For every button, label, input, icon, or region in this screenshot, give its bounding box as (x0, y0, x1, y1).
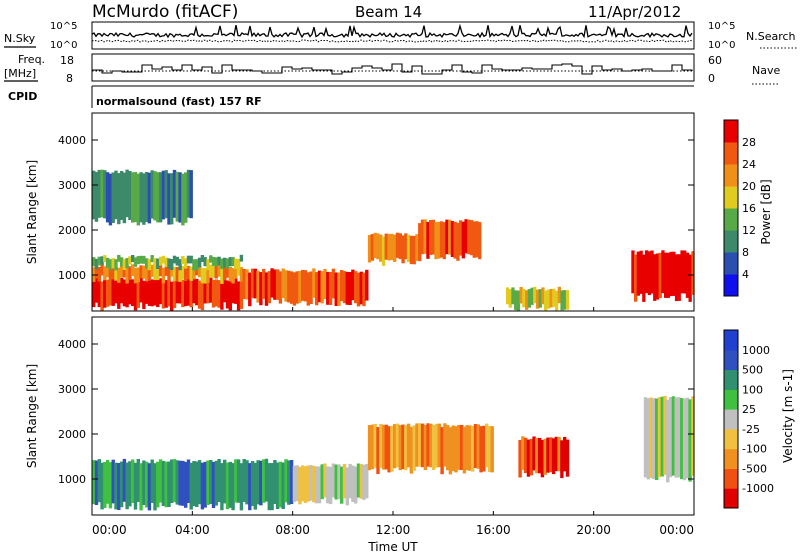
colorbar-segment (724, 409, 738, 430)
power-colorbar-label: Power [dB] (759, 179, 773, 244)
freq-strip-frame (91, 53, 695, 82)
colorbar-tick-label: 1000 (742, 344, 770, 357)
power-region-3 (242, 268, 369, 307)
colorbar-tick-label: -100 (742, 443, 767, 456)
colorbar-tick-label: 25 (742, 403, 756, 416)
power-region-1 (92, 263, 244, 284)
colorbar-tick-label: 4 (742, 268, 749, 281)
noise-tick-left-top: 10^5 (50, 21, 77, 32)
time-tick-label: 16:00 (476, 523, 511, 537)
colorbar-segment (724, 164, 738, 187)
colorbar-segment (724, 186, 738, 209)
nsky-label: N.Sky (4, 32, 36, 45)
colorbar-tick-label: -25 (742, 423, 760, 436)
colorbar-segment (724, 208, 738, 231)
colorbar-tick-label: 24 (742, 158, 756, 171)
time-tick-label: 08:00 (275, 523, 310, 537)
colorbar-segment (724, 349, 738, 371)
y-tick-label: 1000 (58, 473, 86, 486)
y-tick-label: 2000 (58, 224, 86, 237)
power-region-5 (418, 219, 482, 262)
y-tick-label: 4000 (58, 338, 86, 351)
colorbar-segment (724, 488, 738, 509)
freq-label-line1: Freq. (18, 53, 45, 66)
colorbar-segment (724, 330, 738, 351)
velocity-region-1 (292, 463, 369, 506)
velocity-heatmap (92, 395, 695, 511)
colorbar-tick-label: -1000 (742, 482, 774, 495)
power-y-axis: 1000 2000 3000 4000 (58, 134, 694, 282)
y-tick-label: 1000 (58, 269, 86, 282)
freq-label-line2: [MHz] (4, 67, 36, 80)
colorbar-segment (724, 448, 738, 469)
y-tick-label: 4000 (58, 134, 86, 147)
time-tick-label: 12:00 (376, 523, 411, 537)
colorbar-tick-label: 12 (742, 224, 756, 237)
colorbar-tick-label: 500 (742, 364, 763, 377)
y-tick-label: 3000 (58, 383, 86, 396)
noise-strip-frame (91, 21, 695, 50)
beam-title: Beam 14 (355, 3, 422, 21)
time-tick-label: 20:00 (576, 523, 611, 537)
y-tick-label: 3000 (58, 179, 86, 192)
velocity-y-axis: 1000 2000 3000 4000 (58, 338, 694, 486)
colorbar-segment (724, 389, 738, 410)
time-tick-label: 00:00 (659, 523, 694, 537)
velocity-region-3 (518, 436, 570, 479)
colorbar-segment (724, 142, 738, 165)
colorbar-segment (724, 468, 738, 489)
power-ylabel: Slant Range [km] (25, 160, 39, 264)
power-colorbar: 4 8 12 16 20 24 28 (723, 119, 756, 297)
y-tick-label: 2000 (58, 428, 86, 441)
station-title: McMurdo (fitACF) (92, 2, 238, 22)
time-axis: 00:00 04:00 08:00 12:00 16:00 20:00 00:00 (91, 307, 695, 537)
noise-tick-left-bottom: 10^0 (50, 40, 77, 51)
nave-tick-bottom: 0 (708, 72, 715, 85)
program-label: normalsound (fast) 157 RF (96, 95, 262, 108)
noise-tick-right-top: 10^5 (708, 21, 735, 32)
nave-tick-top: 60 (708, 54, 722, 67)
colorbar-tick-label: 100 (742, 383, 763, 396)
time-tick-label: 00:00 (92, 523, 127, 537)
colorbar-segment (724, 274, 738, 297)
nave-label: Nave (752, 64, 780, 77)
nsearch-label: N.Search (746, 30, 796, 43)
power-region-0 (92, 277, 244, 311)
colorbar-tick-label: 20 (742, 180, 756, 193)
colorbar-segment (724, 120, 738, 143)
power-region-4 (367, 232, 419, 266)
freq-trace (92, 63, 693, 75)
velocity-region-2 (367, 423, 494, 475)
colorbar-segment (724, 369, 738, 390)
colorbar-tick-label: -500 (742, 462, 767, 475)
velocity-region-0 (92, 458, 294, 511)
colorbar-segment (724, 230, 738, 253)
time-axis-label: Time UT (367, 540, 418, 554)
noise-traces (91, 23, 693, 43)
velocity-ylabel: Slant Range [km] (25, 364, 39, 468)
date-title: 11/Apr/2012 (588, 3, 681, 21)
noise-tick-right-bottom: 10^0 (708, 40, 735, 51)
nsky-trace (91, 23, 693, 39)
power-heatmap (92, 169, 695, 311)
colorbar-segment (724, 428, 738, 450)
freq-traces (92, 63, 694, 75)
colorbar-segment (724, 252, 738, 275)
power-region-2 (92, 254, 244, 271)
colorbar-tick-label: 8 (742, 246, 749, 259)
velocity-region-4 (643, 395, 695, 483)
time-tick-label: 04:00 (175, 523, 210, 537)
power-region-6 (92, 169, 193, 226)
freq-tick-top: 18 (60, 54, 74, 67)
cpid-label: CPID (8, 90, 37, 103)
freq-tick-bottom: 8 (66, 72, 73, 85)
velocity-colorbar: -1000 -500 -100 -25 25 100 500 1000 (723, 329, 774, 509)
colorbar-tick-label: 16 (742, 202, 756, 215)
power-region-7 (505, 286, 570, 311)
power-region-8 (631, 250, 695, 302)
nsearch-trace (92, 39, 693, 43)
colorbar-tick-label: 28 (742, 136, 756, 149)
velocity-colorbar-label: Velocity [m s-1] (781, 369, 795, 463)
